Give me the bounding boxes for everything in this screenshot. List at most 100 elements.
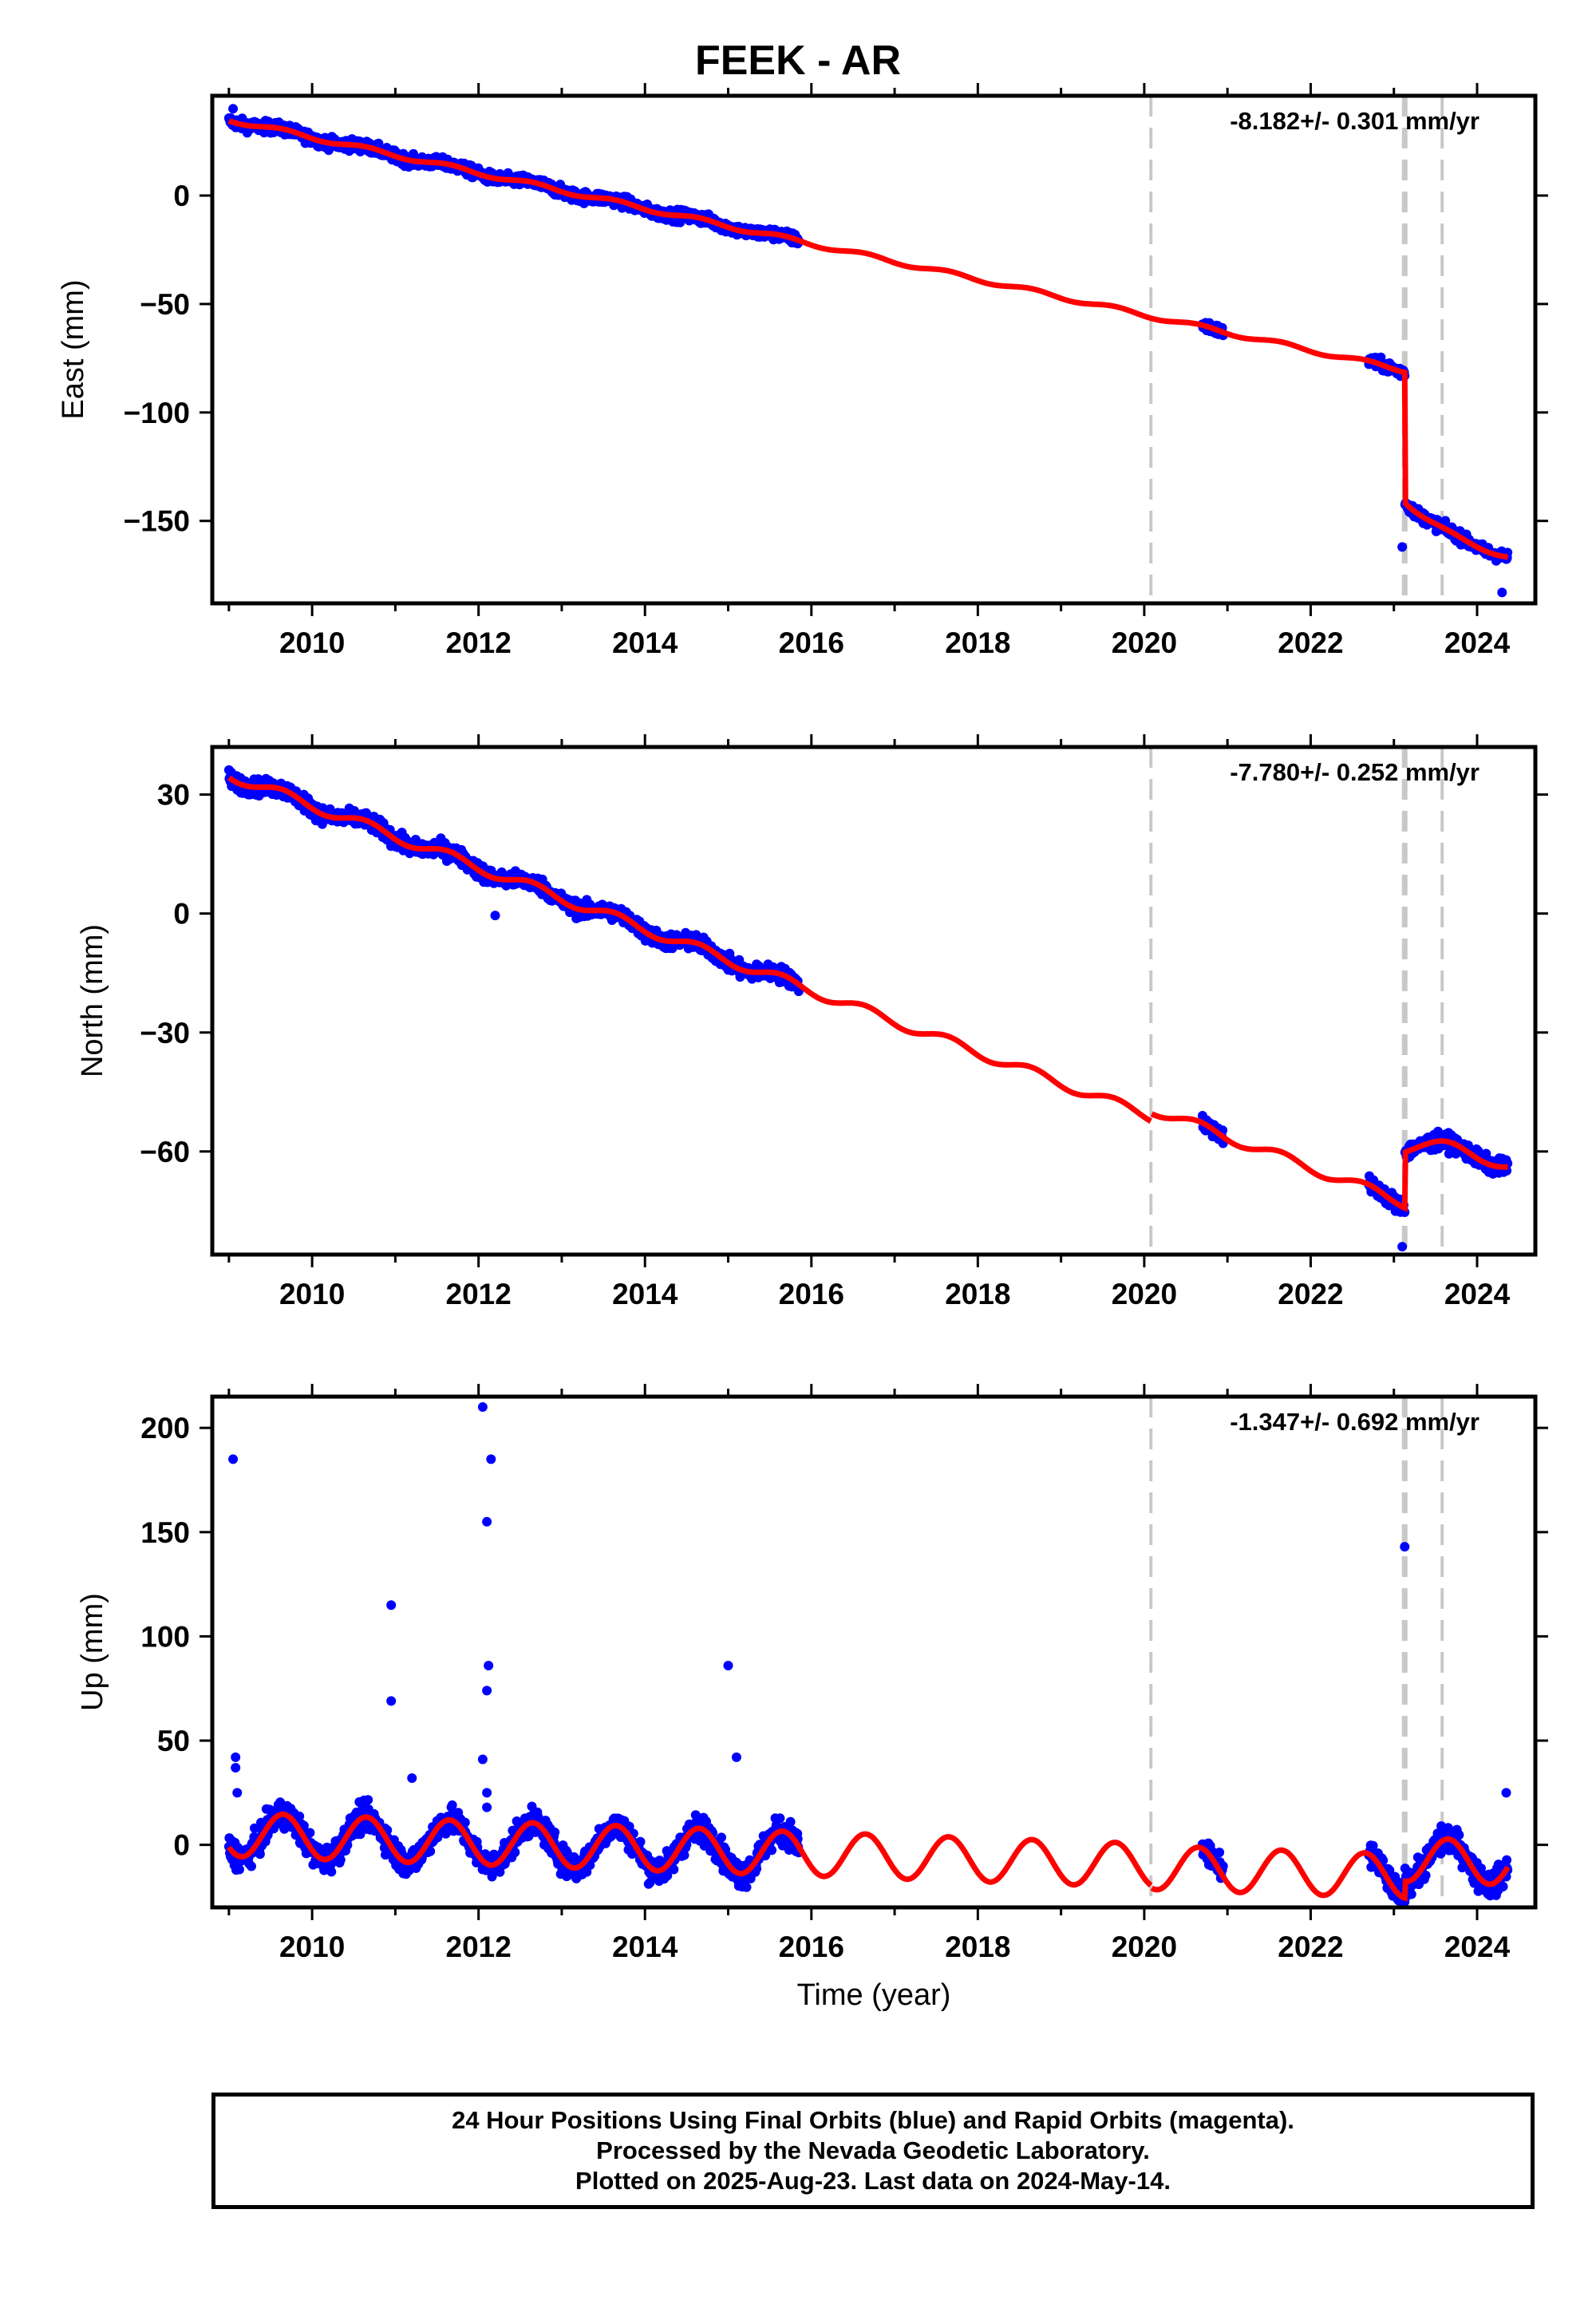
x-tick-label: 2014 [612,626,678,659]
model-fit-line [227,118,1508,560]
observation-point [1454,1830,1464,1840]
outlier-point [407,1773,417,1784]
x-tick-label: 2018 [945,1278,1010,1310]
panel-1: 2010 2012 2014 2016 2018 2020 2022 20240−50−100… [57,83,1548,659]
panel-2: 2010 2012 2014 2016 2018 2020 2022 2024300−30−6… [76,734,1548,1310]
outlier-point [231,1752,241,1762]
observation-point [1420,1870,1431,1880]
observation-point [305,1828,315,1838]
x-tick-label: 2012 [446,1278,512,1310]
outlier-point [228,1454,239,1464]
observation-point [741,1882,752,1892]
outlier-point [298,789,309,800]
observation-point [294,1811,305,1821]
model-fit-line [227,1811,1511,1902]
y-tick-label: 100 [140,1620,190,1653]
observation-point [635,1836,646,1847]
x-tick-label: 2012 [446,1931,512,1963]
x-tick-label: 2020 [1112,1278,1177,1310]
plot-frame [210,745,1538,1257]
outlier-point [386,1696,397,1706]
y-tick-label: 0 [173,180,190,212]
observation-point [1398,1910,1408,1919]
outlier-point [490,911,500,921]
outlier-point [231,1762,241,1773]
observation-point [247,1861,256,1871]
observation-point [785,1816,796,1827]
observation-points [223,104,1513,598]
observation-point [669,1864,679,1875]
observation-point [767,1845,777,1856]
x-tick-label: 2018 [945,1931,1010,1963]
y-tick-label: 0 [173,898,190,931]
model-fit-line [227,775,1508,1212]
y-tick-label: 150 [140,1516,190,1549]
rate-label: -8.182+/- 0.301 mm/yr [1230,107,1479,135]
outlier-point [232,1788,243,1798]
y-tick-label: −30 [140,1017,190,1049]
observation-point [326,1867,337,1877]
y-tick-label: 30 [157,779,190,812]
observation-point [624,1821,634,1832]
x-tick-label: 2016 [779,1931,844,1963]
rate-label: -7.780+/- 0.252 mm/yr [1230,758,1479,786]
chart-title: FEEK - AR [694,38,902,84]
x-tick-label: 2018 [945,626,1010,659]
outlier-point [486,1454,496,1464]
observation-point [717,1832,726,1843]
outlier-point [1501,1788,1511,1798]
observation-point [425,1846,436,1856]
outlier-point [482,1802,492,1812]
observation-point [1368,1840,1378,1851]
observation-point [510,1848,520,1857]
observation-point [363,1795,373,1805]
outlier-point [1497,587,1507,598]
x-tick-label: 2014 [612,1931,678,1963]
x-tick-label: 2024 [1444,1278,1511,1310]
outlier-point [731,1752,741,1762]
x-tick-label: 2012 [446,626,512,659]
plot-frame [210,1394,1538,1910]
outlier-point [477,1402,488,1413]
outlier-point [723,1660,733,1670]
observation-point [679,1850,689,1860]
x-tick-label: 2024 [1444,1931,1511,1963]
x-tick-label: 2010 [279,1278,345,1310]
x-tick-label: 2016 [779,1278,844,1310]
observation-point [255,1849,265,1860]
outlier-point [386,1600,397,1611]
observation-point [335,1855,346,1865]
observation-point [250,1823,259,1833]
observation-point [1498,1881,1508,1891]
observation-point [460,1817,470,1828]
x-tick-label: 2020 [1112,626,1177,659]
observation-point [562,1847,572,1857]
y-tick-label: −150 [124,505,190,538]
y-tick-label: 50 [157,1725,190,1757]
x-tick-label: 2024 [1444,626,1511,659]
observation-point [235,1864,244,1875]
outlier-point [1397,1242,1408,1252]
x-tick-label: 2022 [1278,1931,1343,1963]
y-tick-label: −50 [140,288,190,321]
observation-point [550,1827,560,1837]
y-axis-label: North (mm) [76,924,109,1077]
x-tick-label: 2022 [1278,626,1343,659]
observation-points [223,1402,1513,1919]
y-tick-label: −100 [124,397,190,429]
outlier-point [1400,1542,1410,1552]
x-tick-label: 2014 [612,1278,678,1310]
observation-point [1215,1848,1225,1858]
x-tick-label: 2020 [1112,1931,1177,1963]
plot-frame [210,93,1538,606]
observation-point [488,1849,499,1860]
observation-point [1406,1889,1416,1899]
observation-point [447,1800,457,1810]
observation-point [1502,1855,1512,1865]
outlier-point [482,1516,492,1527]
outlier-point [482,1788,492,1798]
x-tick-label: 2010 [279,1931,345,1963]
outlier-point [228,104,239,114]
y-axis-label: East (mm) [57,279,90,419]
